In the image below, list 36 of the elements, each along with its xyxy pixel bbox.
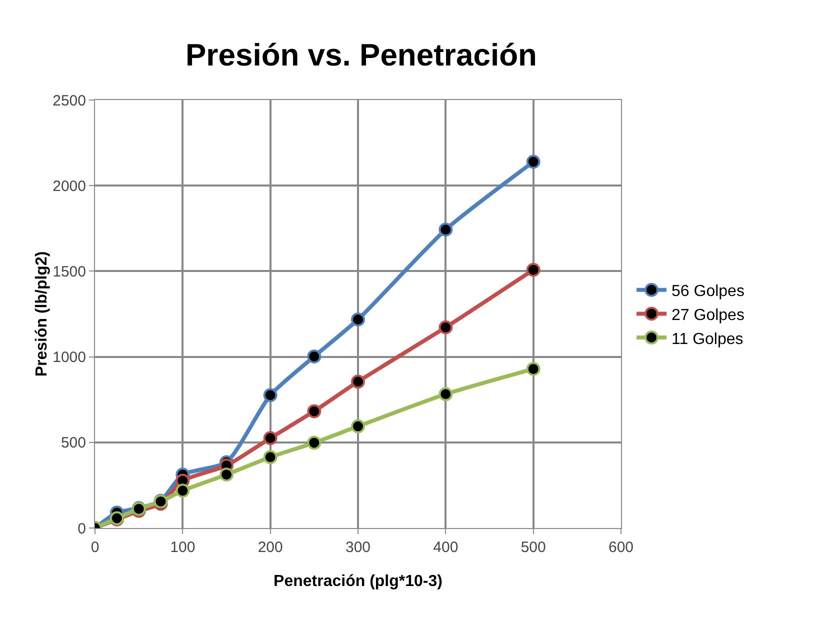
x-tick-label: 500	[520, 539, 546, 556]
chart-title: Presión vs. Penetración	[186, 37, 537, 72]
x-tick-label: 100	[170, 539, 196, 556]
legend-label: 11 Golpes	[672, 330, 744, 348]
y-axis-title: Presión (lb/plg2)	[34, 251, 51, 377]
point	[307, 436, 322, 450]
y-tick-label: 500	[60, 434, 86, 452]
point	[263, 450, 278, 464]
x-tick-label: 200	[258, 539, 283, 556]
point	[307, 404, 322, 418]
y-tick-label: 1500	[52, 263, 86, 280]
point	[176, 484, 190, 498]
point	[263, 388, 278, 402]
point	[351, 374, 365, 389]
x-axis-title: Penetración (plg*10-3)	[274, 573, 442, 590]
x-tick-label: 300	[345, 539, 371, 556]
point	[438, 387, 453, 402]
point	[351, 419, 365, 434]
y-tick-label: 2500	[52, 92, 86, 110]
y-tick-label: 2000	[52, 178, 86, 195]
point	[526, 262, 540, 277]
legend-label: 27 Golpes	[672, 306, 744, 324]
point	[351, 312, 365, 326]
point	[307, 349, 322, 364]
x-tick-label: 400	[433, 539, 458, 556]
point	[220, 468, 234, 482]
y-tick-label: 1000	[52, 349, 86, 366]
point	[526, 154, 540, 169]
point	[263, 431, 278, 446]
point	[438, 320, 453, 334]
legend-label: 56 Golpes	[672, 283, 744, 300]
y-tick-label: 0	[78, 520, 86, 538]
x-tick-label: 0	[90, 539, 100, 556]
point	[438, 222, 453, 237]
point	[526, 362, 540, 376]
x-tick-label: 600	[608, 539, 634, 556]
